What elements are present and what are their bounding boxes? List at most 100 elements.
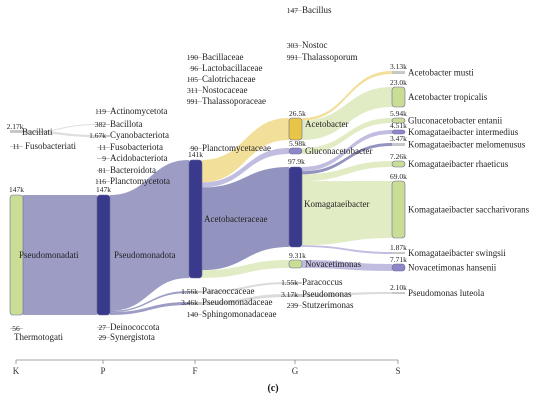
axis-label-p: P bbox=[100, 366, 105, 376]
link-komagataeibacter-to-komagataeibacter-melomenusus bbox=[302, 143, 392, 175]
node-value-novacetimonas-hansenii: 7.71k bbox=[390, 255, 407, 264]
node-planctomycetota bbox=[97, 181, 110, 182]
node-label-deinococcota: Deinococcota bbox=[110, 322, 159, 332]
node-label-acetobacteraceae: Acetobacteraceae bbox=[204, 214, 267, 224]
link-acetobacteraceae-to-komagataeibacter bbox=[202, 167, 289, 271]
node-komagataeibacter-intermedius bbox=[391, 129, 406, 135]
node-label-bacillus: Bacillus bbox=[302, 5, 332, 15]
node-bacteroidota bbox=[97, 170, 110, 171]
node-label-novacetimonas-hansenii: Novacetimonas hansenii bbox=[408, 263, 497, 273]
link-acetobacteraceae-to-gluconacetobacter bbox=[202, 148, 289, 188]
node-label-komagataeibacter-swingsii: Komagataeibacter swingsii bbox=[408, 248, 506, 258]
link-pseudomonadati-to-pseudomonadota bbox=[23, 195, 97, 315]
node-label-bacteroidota: Bacteroidota bbox=[110, 165, 156, 175]
node-acetobacteraceae bbox=[188, 159, 203, 279]
node-komagataeibacter bbox=[288, 166, 303, 248]
node-value-acetobacter-tropicalis: 23.0k bbox=[390, 78, 407, 87]
node-label-nostocaceae: Nostocaceae bbox=[202, 85, 247, 95]
link-komagataeibacter-to-komagataeibacter-swingsii bbox=[302, 245, 392, 254]
node-value-bacillaceae: 190 bbox=[187, 53, 199, 62]
node-value-sphingomonadaceae: 140 bbox=[187, 310, 199, 319]
node-value-novacetimonas: 9.31k bbox=[289, 251, 306, 260]
node-label-planctomycetota: Planctomycetota bbox=[110, 176, 170, 186]
node-value-paracoccus: 1.55k bbox=[281, 278, 298, 287]
node-acetobacter-tropicalis bbox=[391, 86, 406, 108]
node-acetobacter bbox=[288, 117, 303, 141]
node-value-pseudomonas-luteola: 2.10k bbox=[390, 283, 407, 292]
node-label-acetobacter-tropicalis: Acetobacter tropicalis bbox=[408, 92, 488, 102]
node-label-fusobacteriota: Fusobacteriota bbox=[110, 142, 163, 152]
node-label-cyanobacteriota: Cyanobacteriota bbox=[110, 130, 169, 140]
link-komagataeibacter-to-komagataeibacter-intermedius bbox=[302, 130, 392, 172]
node-value-komagataeibacter-melomenusus: 3.47k bbox=[390, 134, 407, 143]
node-value-thalassoporum: 991 bbox=[287, 53, 299, 62]
node-fusobacteriota bbox=[97, 147, 110, 148]
node-pseudomonas-luteola bbox=[392, 292, 405, 294]
node-pseudomonadaceae bbox=[189, 302, 202, 305]
node-pseudomonadati bbox=[9, 194, 24, 316]
node-label-gluconacetobacter: Gluconacetobacter bbox=[305, 146, 372, 156]
node-label-bacillati: Bacillati bbox=[22, 127, 53, 137]
node-value-thalassoporaceae: 991 bbox=[187, 97, 199, 106]
node-label-bacillaceae: Bacillaceae bbox=[202, 52, 243, 62]
node-value-komagataeibacter-saccharivorans: 69.0k bbox=[390, 172, 407, 181]
link-acetobacter-to-acetobacter-musti bbox=[302, 71, 392, 121]
node-bacillaceae bbox=[189, 57, 202, 58]
node-label-komagataeibacter: Komagataeibacter bbox=[304, 199, 369, 209]
node-label-paracoccus: Paracoccus bbox=[302, 277, 343, 287]
node-bacillus bbox=[289, 10, 302, 11]
node-value-nostoc: 303 bbox=[287, 41, 299, 50]
node-value-cyanobacteriota: 1.67k bbox=[89, 131, 106, 140]
node-komagataeibacter-rhaeticus bbox=[391, 160, 406, 168]
node-sphingomonadaceae bbox=[189, 314, 202, 315]
axis-label-s: S bbox=[395, 366, 400, 376]
node-value-bacillota: 382 bbox=[95, 120, 107, 129]
node-label-novacetimonas: Novacetimonas bbox=[305, 259, 361, 269]
node-label-pseudomonas-luteola: Pseudomonas luteola bbox=[408, 288, 484, 298]
node-value-calotrichaceae: 105 bbox=[187, 75, 199, 84]
node-value-acetobacter-musti: 3.13k bbox=[390, 62, 407, 71]
node-label-thermotogati: Thermotogati bbox=[14, 332, 63, 342]
node-label-acetobacter-musti: Acetobacter musti bbox=[408, 68, 474, 78]
node-calotrichaceae bbox=[189, 79, 202, 80]
link-pseudomonadota-to-acetobacteraceae bbox=[110, 160, 189, 311]
node-value-paracoccaceae: 1.56k bbox=[181, 287, 198, 296]
node-value-acidobacteriota: 9 bbox=[102, 154, 106, 163]
node-value-pseudomonas: 3.17k bbox=[281, 290, 298, 299]
node-acidobacteriota bbox=[97, 158, 110, 159]
node-novacetimonas-hansenii bbox=[391, 263, 406, 272]
axis-label-k: K bbox=[13, 366, 20, 376]
link-pseudomonadaceae-to-pseudomonas bbox=[202, 294, 289, 305]
node-gluconacetobacter-entanii bbox=[391, 117, 406, 124]
link-pseudomonadota-to-pseudomonadaceae bbox=[110, 302, 189, 315]
node-label-komagataeibacter-saccharivorans: Komagataeibacter saccharivorans bbox=[408, 205, 530, 215]
node-value-pseudomonadota: 147k bbox=[96, 185, 111, 194]
node-label-stutzerimonas: Stutzerimonas bbox=[302, 300, 354, 310]
sankey-nodes bbox=[9, 10, 406, 338]
node-thermotogati bbox=[10, 328, 23, 329]
node-bacillati bbox=[10, 130, 23, 133]
link-gluconacetobacter-to-gluconacetobacter-entanii bbox=[302, 118, 392, 154]
node-pseudomonadota bbox=[96, 194, 111, 316]
node-paracoccus bbox=[289, 282, 302, 284]
node-value-synergistota: 29 bbox=[99, 333, 107, 342]
node-label-komagataeibacter-intermedius: Komagataeibacter intermedius bbox=[408, 127, 519, 137]
node-acetobacter-musti bbox=[392, 71, 405, 74]
node-label-planctomycetaceae: Planctomycetaceae bbox=[202, 143, 271, 153]
node-value-lactobacillaceae: 96 bbox=[191, 64, 199, 73]
node-komagataeibacter-melomenusus bbox=[392, 143, 405, 146]
node-label-komagataeibacter-melomenusus: Komagataeibacter melomenusus bbox=[408, 140, 526, 150]
node-nostocaceae bbox=[189, 90, 202, 91]
node-deinococcota bbox=[97, 327, 110, 328]
node-gluconacetobacter bbox=[288, 147, 303, 155]
sankey-links bbox=[23, 71, 392, 315]
node-value-gluconacetobacter-entanii: 5.94k bbox=[390, 109, 407, 118]
node-value-deinococcota: 27 bbox=[99, 323, 107, 332]
node-value-pseudomonadati: 147k bbox=[9, 185, 24, 194]
node-thalassoporum bbox=[289, 57, 302, 58]
node-value-bacillus: 147 bbox=[287, 6, 299, 15]
node-label-thalassoporum: Thalassoporum bbox=[302, 52, 358, 62]
node-value-komagataeibacter-swingsii: 1.87k bbox=[390, 243, 407, 252]
